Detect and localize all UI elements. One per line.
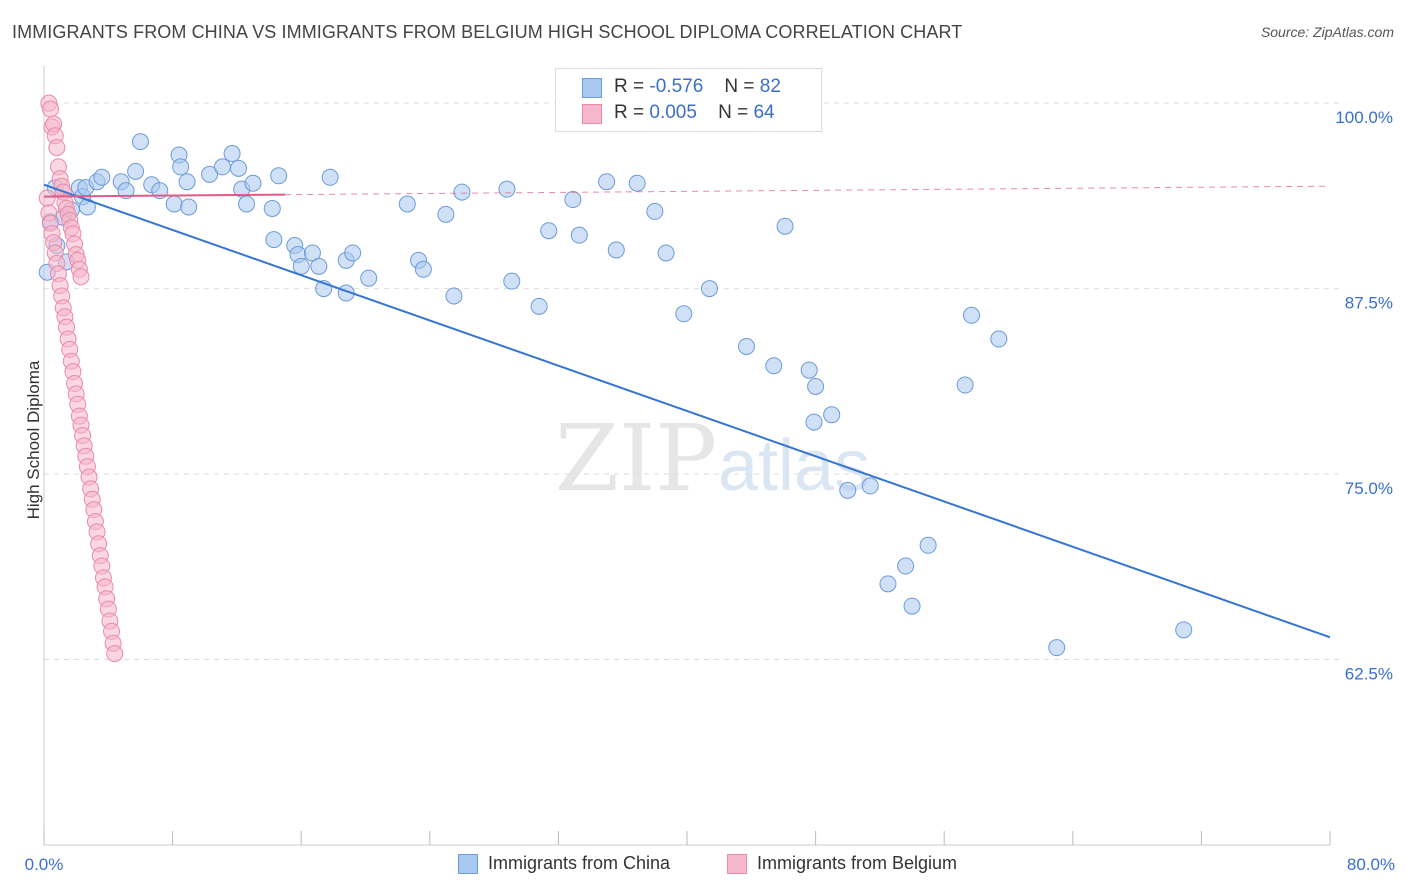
china-point xyxy=(127,162,145,180)
china-point xyxy=(270,167,288,185)
china-trend-line xyxy=(43,183,1331,639)
legend-belgium-label: Immigrants from Belgium xyxy=(757,853,958,873)
china-point xyxy=(310,257,328,275)
china-point xyxy=(800,361,818,379)
belgium-stats: R = 0.005 N = 64 xyxy=(614,102,775,124)
belgium-point xyxy=(72,268,90,286)
china-point xyxy=(503,272,521,290)
china-point xyxy=(244,174,262,192)
watermark-zip: ZIP xyxy=(555,405,717,512)
y-axis-label: High School Diploma xyxy=(24,360,43,520)
china-point xyxy=(564,191,582,209)
china-point xyxy=(178,173,196,191)
china-point xyxy=(1048,639,1066,657)
china-point xyxy=(223,145,241,163)
china-point xyxy=(807,378,825,396)
china-point xyxy=(805,413,823,431)
china-point xyxy=(879,575,897,593)
belgium-point xyxy=(41,100,59,118)
x-tick-label-max: 80.0% xyxy=(1347,855,1395,874)
legend-item-belgium[interactable]: Immigrants from Belgium xyxy=(727,853,957,874)
china-point xyxy=(263,199,281,217)
belgium-r-value: 0.005 xyxy=(649,102,697,123)
china-point xyxy=(530,297,548,315)
y-tick-label: 75.0% xyxy=(1345,479,1393,498)
china-point xyxy=(230,159,248,177)
china-point xyxy=(897,557,915,575)
legend-item-china[interactable]: Immigrants from China xyxy=(458,853,670,874)
china-swatch xyxy=(582,78,602,98)
china-point xyxy=(445,287,463,305)
china-stats: R = -0.576 N = 82 xyxy=(614,76,781,98)
china-point xyxy=(628,174,646,192)
china-point xyxy=(238,195,256,213)
x-tick-label-min: 0.0% xyxy=(25,855,64,874)
china-point xyxy=(963,306,981,324)
china-point xyxy=(93,168,111,186)
china-point xyxy=(172,158,190,176)
legend-belgium-swatch xyxy=(727,853,747,874)
source-credit: Source: ZipAtlas.com xyxy=(1260,24,1394,40)
china-point xyxy=(839,481,857,499)
china-point xyxy=(861,477,879,495)
china-point xyxy=(737,337,755,355)
china-point xyxy=(919,536,937,554)
belgium-point xyxy=(38,189,56,207)
china-point xyxy=(701,280,719,298)
china-point xyxy=(765,357,783,375)
legend-china-swatch xyxy=(458,853,478,874)
china-point xyxy=(990,330,1008,348)
china-n-value: 82 xyxy=(759,76,781,97)
legend-china-label: Immigrants from China xyxy=(488,853,671,873)
china-r-label: R = xyxy=(614,76,645,97)
chart-title: IMMIGRANTS FROM CHINA VS IMMIGRANTS FROM… xyxy=(12,22,963,42)
china-point xyxy=(213,158,231,176)
y-tick-label: 100.0% xyxy=(1335,108,1393,127)
china-point xyxy=(776,217,794,235)
china-point xyxy=(903,597,921,615)
china-point xyxy=(823,406,841,424)
china-point xyxy=(131,133,149,151)
china-point xyxy=(265,231,283,249)
china-point xyxy=(607,241,625,259)
china-point xyxy=(1175,621,1193,639)
china-point xyxy=(570,226,588,244)
belgium-point xyxy=(48,139,66,157)
belgium-point xyxy=(106,645,124,663)
china-point xyxy=(675,305,693,323)
y-axis-label-wrap: High School Diploma xyxy=(4,310,54,570)
china-point xyxy=(201,165,219,183)
stats-legend: R = -0.576 N = 82 R = 0.005 N = 64 xyxy=(555,68,822,132)
y-tick-label: 62.5% xyxy=(1345,665,1393,684)
china-point xyxy=(117,182,135,200)
y-tick-label: 87.5% xyxy=(1345,294,1393,313)
china-point xyxy=(292,257,310,275)
china-point xyxy=(598,173,616,191)
china-point xyxy=(453,183,471,201)
belgium-n-value: 64 xyxy=(753,102,775,123)
china-point xyxy=(956,376,974,394)
belgium-trend-line-solid xyxy=(43,193,286,198)
china-n-label: N = xyxy=(724,76,755,97)
china-point xyxy=(437,205,455,223)
belgium-swatch xyxy=(582,104,602,124)
belgium-trend-line-dashed xyxy=(285,185,1331,196)
china-point xyxy=(165,195,183,213)
china-point xyxy=(180,198,198,216)
china-point xyxy=(398,195,416,213)
china-point xyxy=(540,222,558,240)
belgium-n-label: N = xyxy=(718,102,749,123)
china-point xyxy=(321,168,339,186)
china-point xyxy=(657,244,675,262)
china-point xyxy=(498,180,516,198)
china-point xyxy=(360,269,378,287)
china-point xyxy=(646,202,664,220)
belgium-r-label: R = xyxy=(614,102,645,123)
china-point xyxy=(344,244,362,262)
china-point xyxy=(414,260,432,278)
china-r-value: -0.576 xyxy=(649,76,704,97)
